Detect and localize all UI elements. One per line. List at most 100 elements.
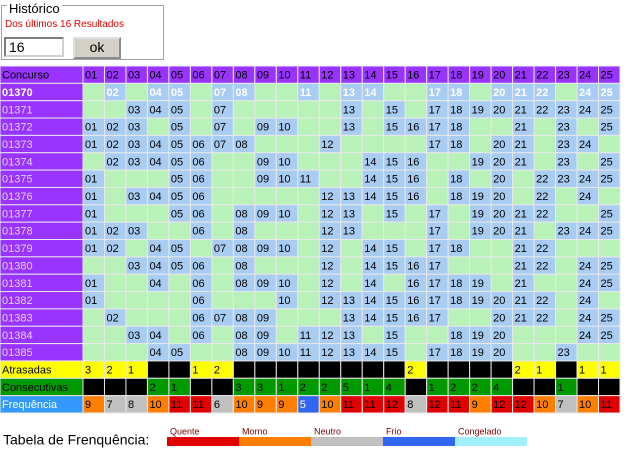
empty-cell	[146, 204, 170, 223]
empty-cell	[211, 256, 234, 275]
summary-cell	[168, 360, 191, 379]
empty-cell	[103, 273, 127, 293]
summary-cell	[340, 360, 363, 379]
empty-cell	[555, 239, 578, 258]
drawn-number: 14	[364, 347, 376, 359]
drawn-number: 22	[536, 208, 548, 220]
summary-label: Atrasadas	[2, 365, 52, 377]
empty-cell	[318, 308, 342, 327]
drawn-number: 24	[579, 312, 591, 324]
empty-cell	[426, 169, 449, 188]
drawn-number: 01	[85, 278, 97, 290]
drawn-number: 13	[343, 87, 355, 99]
concurso-label: 01370	[2, 87, 33, 99]
empty-cell	[275, 82, 299, 102]
drawn-number: 21	[515, 87, 527, 99]
empty-cell	[512, 325, 535, 345]
drawn-number: 09	[257, 208, 269, 220]
drawn-number: 13	[343, 347, 355, 359]
drawn-number: 08	[235, 278, 247, 290]
empty-cell	[318, 169, 342, 188]
drawn-number: 16	[407, 122, 419, 134]
drawn-number: 16	[407, 191, 419, 203]
drawn-number: 15	[386, 174, 398, 186]
empty-cell	[318, 100, 342, 119]
drawn-number: 06	[192, 226, 204, 238]
empty-cell	[211, 325, 234, 345]
empty-cell	[275, 100, 299, 119]
empty-cell	[125, 239, 148, 258]
drawn-number: 07	[214, 104, 226, 116]
empty-cell	[103, 204, 127, 223]
empty-cell	[404, 239, 428, 258]
summary-cell	[232, 360, 256, 379]
header-label: 05	[171, 70, 183, 82]
drawn-number: 20	[493, 208, 505, 220]
summary-value: 2	[407, 365, 413, 377]
summary-value: 2	[515, 365, 521, 377]
header-label: 07	[214, 70, 226, 82]
summary-value: 3	[235, 382, 241, 394]
drawn-number: 13	[343, 208, 355, 220]
drawn-number: 19	[472, 156, 484, 168]
empty-cell	[103, 325, 127, 345]
drawn-number: 04	[149, 330, 161, 342]
summary-value: 12	[515, 399, 527, 411]
concurso-label: 01380	[2, 260, 33, 272]
summary-cell	[598, 377, 621, 397]
empty-cell	[297, 100, 320, 119]
drawn-number: 23	[558, 156, 570, 168]
empty-cell	[340, 273, 363, 293]
empty-cell	[447, 152, 471, 171]
drawn-number: 15	[386, 208, 398, 220]
summary-value: 11	[192, 399, 203, 411]
empty-cell	[254, 134, 277, 154]
empty-cell	[146, 291, 170, 310]
summary-value: 3	[257, 382, 263, 394]
empty-cell	[232, 152, 256, 171]
empty-cell	[254, 82, 277, 102]
drawn-number: 25	[601, 174, 613, 186]
empty-cell	[211, 186, 234, 206]
drawn-number: 09	[257, 174, 269, 186]
drawn-number: 15	[386, 104, 398, 116]
summary-cell	[297, 360, 320, 379]
header-label: 10	[278, 70, 290, 82]
empty-cell	[297, 134, 320, 154]
empty-cell	[533, 117, 557, 136]
summary-cell	[275, 360, 299, 379]
empty-cell	[512, 169, 535, 188]
drawn-number: 22	[536, 87, 548, 99]
drawn-number: 01	[85, 139, 97, 151]
drawn-number: 14	[364, 295, 376, 307]
empty-cell	[168, 273, 191, 293]
header-label: 25	[601, 70, 613, 82]
count-input[interactable]: 16	[4, 37, 64, 57]
ok-button[interactable]: ok	[73, 37, 121, 59]
drawn-number: 02	[106, 122, 118, 134]
summary-value: 11	[450, 399, 461, 411]
empty-cell	[254, 291, 277, 310]
drawn-number: 11	[300, 347, 311, 359]
drawn-number: 22	[536, 243, 548, 255]
empty-cell	[576, 343, 600, 362]
header-label: 24	[579, 70, 591, 82]
drawn-number: 08	[235, 243, 247, 255]
header-label: 16	[407, 70, 419, 82]
header-label: 13	[343, 70, 355, 82]
drawn-number: 20	[493, 174, 505, 186]
drawn-number: 12	[321, 226, 333, 238]
concurso-label: 01381	[2, 278, 33, 290]
header-label: 06	[192, 70, 204, 82]
header-label: 22	[536, 70, 548, 82]
empty-cell	[318, 82, 342, 102]
header-label: 12	[321, 70, 333, 82]
summary-cell	[490, 360, 514, 379]
empty-cell	[103, 100, 127, 119]
drawn-number: 14	[364, 174, 376, 186]
empty-cell	[232, 291, 256, 310]
empty-cell	[469, 308, 492, 327]
empty-cell	[254, 186, 277, 206]
empty-cell	[447, 221, 471, 240]
drawn-number: 21	[515, 278, 527, 290]
